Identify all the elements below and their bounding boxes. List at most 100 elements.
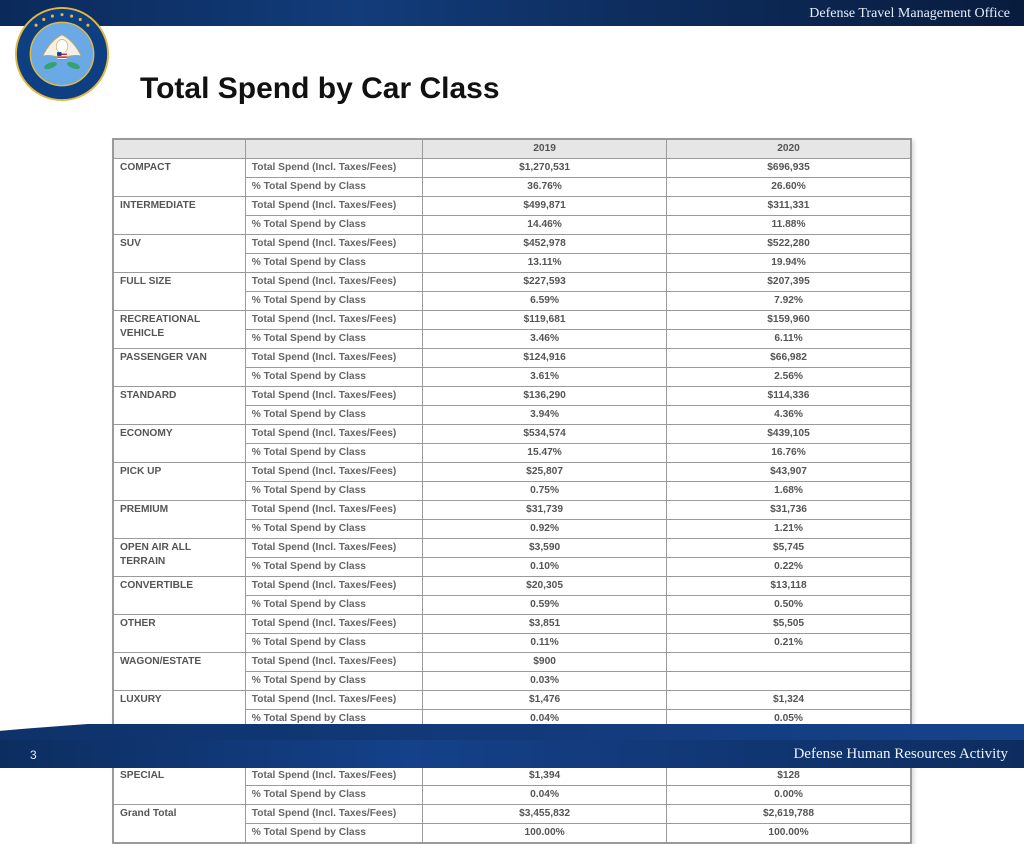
metric-pct-label: % Total Spend by Class	[245, 406, 422, 425]
spend-value: $159,960	[667, 311, 911, 330]
spend-value: $534,574	[423, 425, 667, 444]
table-row: ECONOMYTotal Spend (Incl. Taxes/Fees)$53…	[114, 425, 911, 444]
class-name-cell: STANDARD	[114, 387, 246, 425]
spend-value: $136,290	[423, 387, 667, 406]
metric-spend-label: Total Spend (Incl. Taxes/Fees)	[245, 273, 422, 292]
spend-value: $499,871	[423, 197, 667, 216]
class-name-cell: SPECIAL	[114, 767, 246, 805]
metric-spend-label: Total Spend (Incl. Taxes/Fees)	[245, 805, 422, 824]
spend-value: $900	[423, 653, 667, 672]
spend-value: $5,745	[667, 539, 911, 558]
table-row: RECREATIONAL VEHICLETotal Spend (Incl. T…	[114, 311, 911, 330]
metric-pct-label: % Total Spend by Class	[245, 482, 422, 501]
metric-spend-label: Total Spend (Incl. Taxes/Fees)	[245, 387, 422, 406]
metric-pct-label: % Total Spend by Class	[245, 292, 422, 311]
pct-value: 26.60%	[667, 178, 911, 197]
metric-spend-label: Total Spend (Incl. Taxes/Fees)	[245, 653, 422, 672]
pct-value: 0.21%	[667, 634, 911, 653]
pct-value: 19.94%	[667, 254, 911, 273]
metric-pct-label: % Total Spend by Class	[245, 368, 422, 387]
page-title: Total Spend by Car Class	[140, 72, 500, 106]
spend-value: $128	[667, 767, 911, 786]
table-row: FULL SIZETotal Spend (Incl. Taxes/Fees)$…	[114, 273, 911, 292]
metric-spend-label: Total Spend (Incl. Taxes/Fees)	[245, 767, 422, 786]
spend-value: $43,907	[667, 463, 911, 482]
class-name-cell: LUXURY	[114, 691, 246, 729]
class-name-cell: INTERMEDIATE	[114, 197, 246, 235]
pct-value: 3.61%	[423, 368, 667, 387]
spend-value: $2,619,788	[667, 805, 911, 824]
header-blank	[114, 140, 246, 159]
metric-pct-label: % Total Spend by Class	[245, 596, 422, 615]
metric-spend-label: Total Spend (Incl. Taxes/Fees)	[245, 235, 422, 254]
class-name-cell: PREMIUM	[114, 501, 246, 539]
header-year-0: 2019	[423, 140, 667, 159]
class-name-cell: SUV	[114, 235, 246, 273]
pct-value: 15.47%	[423, 444, 667, 463]
spend-value: $114,336	[667, 387, 911, 406]
metric-pct-label: % Total Spend by Class	[245, 330, 422, 349]
spend-value: $31,739	[423, 501, 667, 520]
spend-value: $119,681	[423, 311, 667, 330]
pct-value: 0.00%	[667, 786, 911, 805]
pct-value: 7.92%	[667, 292, 911, 311]
spend-value: $1,270,531	[423, 159, 667, 178]
metric-spend-label: Total Spend (Incl. Taxes/Fees)	[245, 197, 422, 216]
table-row: STANDARDTotal Spend (Incl. Taxes/Fees)$1…	[114, 387, 911, 406]
metric-pct-label: % Total Spend by Class	[245, 178, 422, 197]
pct-value: 6.59%	[423, 292, 667, 311]
pct-value: 0.04%	[423, 710, 667, 729]
pct-value: 16.76%	[667, 444, 911, 463]
pct-value: 0.04%	[423, 786, 667, 805]
spend-value: $439,105	[667, 425, 911, 444]
spend-value: $207,395	[667, 273, 911, 292]
footer-org-label: Defense Human Resources Activity	[793, 746, 1008, 763]
metric-spend-label: Total Spend (Incl. Taxes/Fees)	[245, 311, 422, 330]
pct-value: 100.00%	[667, 824, 911, 843]
pct-value: 3.94%	[423, 406, 667, 425]
pct-value: 0.59%	[423, 596, 667, 615]
spend-value: $3,851	[423, 615, 667, 634]
pct-value: 36.76%	[423, 178, 667, 197]
header-org-label: Defense Travel Management Office	[809, 6, 1010, 22]
table-row: PREMIUMTotal Spend (Incl. Taxes/Fees)$31…	[114, 501, 911, 520]
class-name-cell: PICK UP	[114, 463, 246, 501]
spend-value: $452,978	[423, 235, 667, 254]
class-name-cell: RECREATIONAL VEHICLE	[114, 311, 246, 349]
pct-value: 4.36%	[667, 406, 911, 425]
spend-value: $522,280	[667, 235, 911, 254]
spend-value: $66,982	[667, 349, 911, 368]
spend-value: $5,505	[667, 615, 911, 634]
pct-value: 1.21%	[667, 520, 911, 539]
spend-value: $227,593	[423, 273, 667, 292]
spend-value: $1,394	[423, 767, 667, 786]
metric-spend-label: Total Spend (Incl. Taxes/Fees)	[245, 463, 422, 482]
class-name-cell: WAGON/ESTATE	[114, 653, 246, 691]
metric-spend-label: Total Spend (Incl. Taxes/Fees)	[245, 539, 422, 558]
spend-value: $1,476	[423, 691, 667, 710]
class-name-cell: ECONOMY	[114, 425, 246, 463]
metric-spend-label: Total Spend (Incl. Taxes/Fees)	[245, 577, 422, 596]
table-row: OPEN AIR ALL TERRAINTotal Spend (Incl. T…	[114, 539, 911, 558]
table-row: PICK UPTotal Spend (Incl. Taxes/Fees)$25…	[114, 463, 911, 482]
metric-spend-label: Total Spend (Incl. Taxes/Fees)	[245, 501, 422, 520]
pct-value: 1.68%	[667, 482, 911, 501]
page-number: 3	[30, 748, 37, 762]
pct-value: 0.05%	[667, 710, 911, 729]
class-name-cell: OPEN AIR ALL TERRAIN	[114, 539, 246, 577]
metric-pct-label: % Total Spend by Class	[245, 254, 422, 273]
dod-seal-icon	[14, 6, 110, 102]
spend-value: $1,324	[667, 691, 911, 710]
pct-value: 14.46%	[423, 216, 667, 235]
pct-value	[667, 672, 911, 691]
metric-pct-label: % Total Spend by Class	[245, 786, 422, 805]
pct-value: 0.10%	[423, 558, 667, 577]
table-row: PASSENGER VANTotal Spend (Incl. Taxes/Fe…	[114, 349, 911, 368]
pct-value: 100.00%	[423, 824, 667, 843]
metric-pct-label: % Total Spend by Class	[245, 216, 422, 235]
metric-pct-label: % Total Spend by Class	[245, 824, 422, 843]
metric-spend-label: Total Spend (Incl. Taxes/Fees)	[245, 691, 422, 710]
pct-value: 11.88%	[667, 216, 911, 235]
spend-value: $3,455,832	[423, 805, 667, 824]
table-header-row: 2019 2020	[114, 140, 911, 159]
